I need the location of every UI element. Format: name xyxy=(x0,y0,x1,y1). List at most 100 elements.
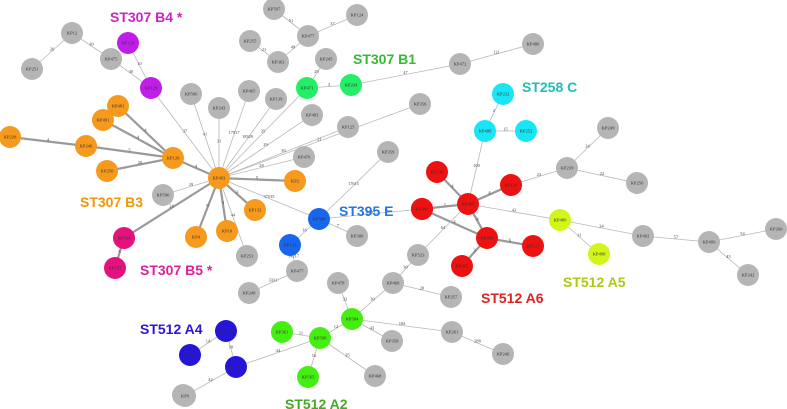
node-label: KP2 xyxy=(291,179,300,184)
node-kp486[interactable]: KP486 xyxy=(522,33,544,55)
node-kp125[interactable]: KP125 xyxy=(337,116,359,138)
node-kp245[interactable]: KP245 xyxy=(315,48,337,70)
node-label: KP523 xyxy=(412,253,425,258)
edge-weight-label: 16 xyxy=(312,353,317,358)
node-kp490[interactable]: KP490 xyxy=(457,193,479,215)
edge-KP490-KP523 xyxy=(417,203,469,256)
node-kp246[interactable]: KP246 xyxy=(75,135,97,157)
node-kp126[interactable]: KP126 xyxy=(162,147,184,169)
node-kp363[interactable]: KP363 xyxy=(267,51,289,73)
edge-weight-label: 9 xyxy=(206,203,209,208)
node-kp243[interactable]: KP243 xyxy=(208,97,230,119)
node-kp260[interactable]: KP260 xyxy=(765,218,787,240)
node-kp133[interactable]: KP133 xyxy=(279,234,301,256)
edge-weight-label: 57 xyxy=(674,235,679,240)
node-label: KP363 xyxy=(272,60,285,65)
node-kp481[interactable]: KP481 xyxy=(107,95,129,117)
node-kp492[interactable]: KP492 xyxy=(451,255,473,277)
node-kp252[interactable]: KP252 xyxy=(515,120,537,142)
node-kp359[interactable]: KP359 xyxy=(377,141,399,163)
node-kp493[interactable]: KP493 xyxy=(208,167,230,189)
node-kp488[interactable]: KP488 xyxy=(474,120,496,142)
node-kp476[interactable]: KP476 xyxy=(293,146,315,168)
node-kp358[interactable]: KP358 xyxy=(381,330,403,352)
node-kp584[interactable]: KP584 xyxy=(341,308,363,330)
node-kp232[interactable]: KP232 xyxy=(492,83,514,105)
node-kp468[interactable]: KP468 xyxy=(382,272,404,294)
edge-weight-label: 37 xyxy=(183,129,188,134)
node-circle xyxy=(381,330,403,352)
node-kp472[interactable]: KP472 xyxy=(449,53,471,75)
node-kp130b[interactable]: KP130 xyxy=(500,174,522,196)
node-kp478[interactable]: KP478 xyxy=(327,272,349,294)
node-kp249[interactable]: KP249 xyxy=(597,117,619,139)
node-kp492g[interactable]: KP492 xyxy=(632,225,654,247)
node-kp596[interactable]: KP596 xyxy=(152,184,174,206)
node-circle xyxy=(340,74,362,96)
node-kp491[interactable]: KP491 xyxy=(92,109,114,131)
node-kp132[interactable]: KP132 xyxy=(244,199,266,221)
node-kp253[interactable]: KP253 xyxy=(236,245,258,267)
node-label: KP478 xyxy=(332,281,345,286)
node-kp492i[interactable]: KP492 xyxy=(179,344,201,366)
node-kp234[interactable]: KP234 xyxy=(340,74,362,96)
edge-weight-label: 30 xyxy=(89,42,94,47)
edge-weight-label: 30 xyxy=(370,297,375,302)
node-kp468b[interactable]: KP468 xyxy=(364,365,386,387)
node-kp598[interactable]: KP598 xyxy=(309,327,331,349)
edge-weight-label: 37 xyxy=(330,21,335,26)
node-kp256[interactable]: KP256 xyxy=(626,172,648,194)
node-kp489r[interactable]: KP489 xyxy=(476,227,498,249)
edge-weight-label: 30 xyxy=(403,265,408,270)
node-kp499[interactable]: KP499 xyxy=(698,231,720,253)
node-kp121[interactable]: KP121 xyxy=(522,235,544,257)
node-kp129[interactable]: KP129 xyxy=(140,77,162,99)
node-kp306[interactable]: KP306 xyxy=(346,225,368,247)
node-kp2[interactable]: KP2 xyxy=(284,170,306,192)
edge-weight-label: 15 xyxy=(503,127,508,132)
node-kp477b[interactable]: KP477 xyxy=(286,260,308,282)
node-kp491b[interactable]: KP491 xyxy=(411,198,433,220)
node-kp139[interactable]: KP139 xyxy=(265,88,287,110)
node-kp242[interactable]: KP242 xyxy=(737,264,759,286)
node-kp257[interactable]: KP257 xyxy=(440,286,462,308)
node-kp128[interactable]: KP128 xyxy=(117,32,139,54)
node-kp9[interactable]: KP9 xyxy=(174,385,196,407)
node-kp238[interactable]: KP238 xyxy=(0,126,21,148)
node-kp565[interactable]: KP565 xyxy=(297,366,319,388)
node-circle xyxy=(180,83,202,105)
node-kp498[interactable]: KP498 xyxy=(588,243,610,265)
node-kp361[interactable]: KP361 xyxy=(271,321,293,343)
node-kp489[interactable]: KP489 xyxy=(549,209,571,231)
node-kp240[interactable]: KP240 xyxy=(215,320,237,342)
node-kp250[interactable]: KP250 xyxy=(96,160,118,182)
group-label-b4: ST307 B4 * xyxy=(110,9,183,25)
node-kp594[interactable]: KP594 xyxy=(113,227,135,249)
node-kp124[interactable]: KP124 xyxy=(346,4,368,26)
edge-weight-label: 30 xyxy=(281,148,286,153)
node-kp475[interactable]: KP475 xyxy=(100,48,122,70)
node-kp10[interactable]: KP10 xyxy=(216,220,238,242)
node-kp506[interactable]: KP506 xyxy=(180,83,202,105)
node-kp130[interactable]: KP130 xyxy=(426,161,448,183)
node-kp157[interactable]: KP157 xyxy=(104,257,126,279)
node-circle xyxy=(208,167,230,189)
node-kp12[interactable]: KP12 xyxy=(61,22,83,44)
node-kp246g[interactable]: KP246 xyxy=(492,343,514,365)
node-kp477[interactable]: KP477 xyxy=(297,25,319,47)
node-kp483[interactable]: KP483 xyxy=(301,104,323,126)
node-kp597[interactable]: KP597 xyxy=(263,0,285,20)
node-kp255[interactable]: KP255 xyxy=(239,30,261,52)
node-kp4[interactable]: KP4 xyxy=(185,226,207,248)
node-kp251[interactable]: KP251 xyxy=(21,58,43,80)
node-kp500[interactable]: KP500 xyxy=(308,208,330,230)
node-kp356[interactable]: KP356 xyxy=(409,93,431,115)
node-kp261[interactable]: KP261 xyxy=(441,321,463,343)
node-kp484[interactable]: KP484 xyxy=(225,356,247,378)
node-kp239[interactable]: KP239 xyxy=(556,157,578,179)
node-kp471[interactable]: KP471 xyxy=(296,77,318,99)
node-kp465[interactable]: KP465 xyxy=(238,80,260,102)
node-circle xyxy=(426,161,448,183)
node-kp523[interactable]: KP523 xyxy=(407,244,429,266)
node-kp248[interactable]: KP248 xyxy=(238,282,260,304)
